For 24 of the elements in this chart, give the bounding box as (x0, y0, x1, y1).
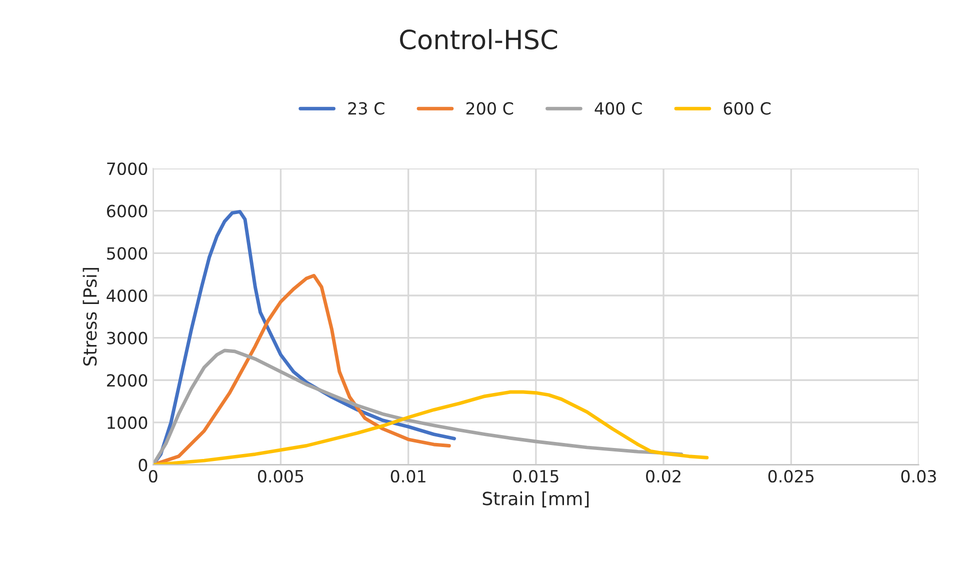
x-tick-label: 0.025 (768, 470, 814, 483)
legend-label: 400 C (594, 102, 642, 115)
y-tick-label: 0 (138, 458, 148, 472)
line-series (153, 348, 684, 465)
x-tick-label: 0.02 (646, 470, 680, 483)
y-axis-title: Stress [Psi] (82, 268, 99, 366)
y-tick-label: 1000 (108, 416, 148, 430)
x-tick-label: 0.01 (390, 470, 426, 483)
line-series (153, 390, 709, 465)
x-tick-label: 0.03 (901, 470, 936, 483)
y-tick-label: 4000 (106, 289, 148, 302)
x-tick-label: 0 (148, 470, 158, 483)
y-tick-label: 3000 (107, 332, 148, 344)
x-tick-label: 0.005 (258, 470, 304, 483)
y-tick-label: 6000 (107, 204, 148, 218)
legend-label: 200 C (466, 102, 514, 115)
x-tick-label: 0.015 (513, 470, 558, 483)
y-tick-label: 7000 (107, 162, 148, 176)
y-tick-label: 2000 (107, 374, 148, 387)
legend-label: 600 C (724, 102, 771, 115)
chart-title: Control-HSC (400, 29, 558, 50)
legend-label: 23 C (348, 102, 384, 115)
x-axis-title: Strain [mm] (482, 491, 589, 508)
y-tick-label: 5000 (107, 247, 148, 260)
